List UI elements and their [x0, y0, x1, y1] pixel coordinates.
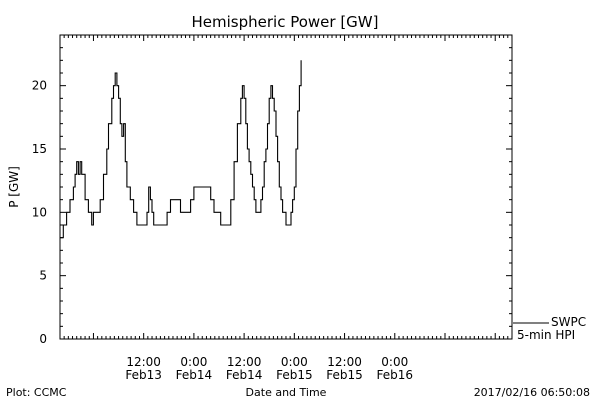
- x-axis-ticks: 12:00Feb130:00Feb1412:00Feb140:00Feb1512…: [63, 35, 513, 382]
- series-line: [60, 60, 302, 239]
- y-axis-label: P [GW]: [7, 166, 21, 208]
- y-tick-label: 15: [32, 142, 47, 156]
- x-tick-time-label: 12:00: [327, 355, 362, 369]
- x-tick-time-label: 0:00: [381, 355, 408, 369]
- series-layer: [60, 60, 302, 239]
- x-tick-date-label: Feb14: [226, 368, 263, 382]
- x-tick-date-label: Feb16: [377, 368, 414, 382]
- x-tick-time-label: 0:00: [281, 355, 308, 369]
- legend-series-label: 5-min HPI: [517, 328, 575, 342]
- footer-timestamp: 2017/02/16 06:50:08: [474, 386, 590, 399]
- y-tick-label: 0: [39, 332, 47, 346]
- x-tick-time-label: 12:00: [227, 355, 262, 369]
- x-tick-date-label: Feb14: [176, 368, 213, 382]
- x-tick-date-label: Feb15: [326, 368, 363, 382]
- x-tick-time-label: 0:00: [180, 355, 207, 369]
- y-tick-label: 20: [32, 79, 47, 93]
- x-tick-date-label: Feb13: [125, 368, 162, 382]
- x-tick-time-label: 12:00: [126, 355, 161, 369]
- y-tick-label: 10: [32, 205, 47, 219]
- y-axis-ticks: 0 5 10 15 20: [32, 34, 512, 346]
- footer-plot-credit: Plot: CCMC: [6, 386, 67, 399]
- x-axis-label: Date and Time: [246, 386, 327, 399]
- legend-source: SWPC: [551, 315, 586, 329]
- chart-title: Hemispheric Power [GW]: [192, 13, 379, 31]
- y-tick-label: 5: [39, 269, 47, 283]
- x-tick-date-label: Feb15: [276, 368, 313, 382]
